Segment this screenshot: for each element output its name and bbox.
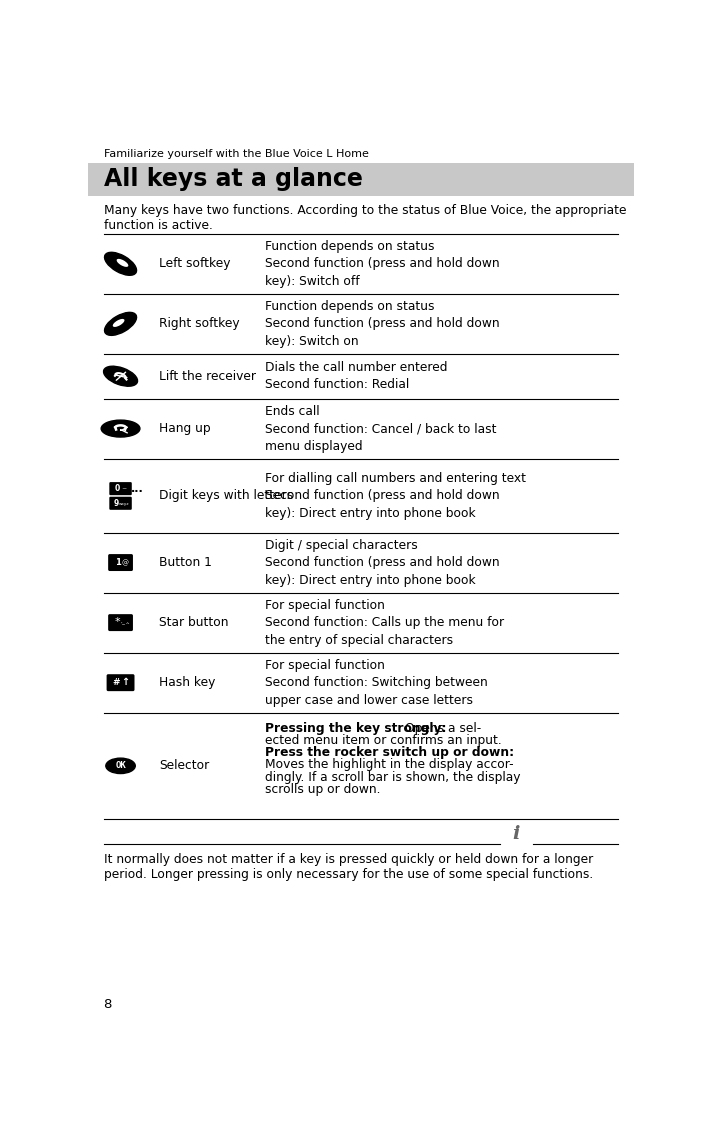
Ellipse shape	[104, 313, 137, 336]
Text: Hash key: Hash key	[159, 676, 215, 689]
Text: ected menu item or confirms an input.: ected menu item or confirms an input.	[265, 735, 501, 747]
Text: Many keys have two functions. According to the status of Blue Voice, the appropr: Many keys have two functions. According …	[103, 204, 626, 217]
FancyBboxPatch shape	[108, 554, 133, 571]
Text: i: i	[513, 825, 520, 843]
Ellipse shape	[104, 252, 137, 275]
Text: *: *	[115, 617, 120, 627]
Ellipse shape	[101, 421, 140, 437]
Text: ↑: ↑	[122, 677, 130, 688]
Text: For special function
Second function: Calls up the menu for
the entry of special: For special function Second function: Ca…	[265, 598, 504, 646]
FancyBboxPatch shape	[108, 614, 133, 631]
Text: OK: OK	[115, 761, 126, 770]
Text: Opens a sel-: Opens a sel-	[405, 722, 481, 735]
Text: Button 1: Button 1	[159, 556, 212, 570]
Text: Hang up: Hang up	[159, 422, 211, 435]
Text: Familiarize yourself with the Blue Voice L Home: Familiarize yourself with the Blue Voice…	[103, 149, 368, 159]
Text: Star button: Star button	[159, 617, 229, 629]
Text: Lift the receiver: Lift the receiver	[159, 370, 256, 383]
Text: wxyz: wxyz	[118, 502, 129, 505]
Text: Right softkey: Right softkey	[159, 317, 240, 330]
Text: 1: 1	[115, 558, 121, 567]
Text: period. Longer pressing is only necessary for the use of some special functions.: period. Longer pressing is only necessar…	[103, 869, 593, 881]
FancyBboxPatch shape	[109, 482, 132, 495]
Text: ’~^: ’~^	[120, 621, 130, 626]
Ellipse shape	[103, 367, 137, 386]
Text: function is active.: function is active.	[103, 219, 213, 231]
Text: 8: 8	[103, 998, 112, 1011]
Text: Dials the call number entered
Second function: Redial: Dials the call number entered Second fun…	[265, 361, 447, 392]
Text: Pressing the key strongly:: Pressing the key strongly:	[265, 722, 446, 735]
Text: It normally does not matter if a key is pressed quickly or held down for a longe: It normally does not matter if a key is …	[103, 853, 593, 866]
Text: ~: ~	[122, 487, 127, 492]
Text: All keys at a glance: All keys at a glance	[103, 167, 363, 191]
Text: Digit / special characters
Second function (press and hold down
key): Direct ent: Digit / special characters Second functi…	[265, 539, 499, 587]
Ellipse shape	[106, 759, 135, 774]
FancyBboxPatch shape	[88, 163, 634, 196]
Text: Moves the highlight in the display accor-: Moves the highlight in the display accor…	[265, 759, 513, 771]
FancyBboxPatch shape	[109, 496, 132, 510]
Text: Digit keys with letters: Digit keys with letters	[159, 489, 294, 502]
Ellipse shape	[117, 259, 128, 267]
Text: dingly. If a scroll bar is shown, the display: dingly. If a scroll bar is shown, the di…	[265, 770, 520, 784]
Text: Function depends on status
Second function (press and hold down
key): Switch off: Function depends on status Second functi…	[265, 240, 499, 288]
Text: ...: ...	[131, 484, 144, 494]
Text: Selector: Selector	[159, 760, 210, 772]
Text: For dialling call numbers and entering text
Second function (press and hold down: For dialling call numbers and entering t…	[265, 471, 526, 519]
Text: 9: 9	[114, 499, 119, 508]
Ellipse shape	[113, 319, 125, 327]
Text: #: #	[113, 678, 120, 688]
Text: Ends call
Second function: Cancel / back to last
menu displayed: Ends call Second function: Cancel / back…	[265, 405, 496, 453]
Text: Press the rocker switch up or down:: Press the rocker switch up or down:	[265, 746, 514, 760]
Text: 0: 0	[115, 484, 120, 493]
Text: Left softkey: Left softkey	[159, 258, 231, 270]
Text: scrolls up or down.: scrolls up or down.	[265, 783, 380, 795]
Text: For special function
Second function: Switching between
upper case and lower cas: For special function Second function: Sw…	[265, 659, 487, 707]
Text: Function depends on status
Second function (press and hold down
key): Switch on: Function depends on status Second functi…	[265, 300, 499, 348]
Text: @: @	[121, 559, 128, 566]
FancyBboxPatch shape	[106, 674, 134, 691]
